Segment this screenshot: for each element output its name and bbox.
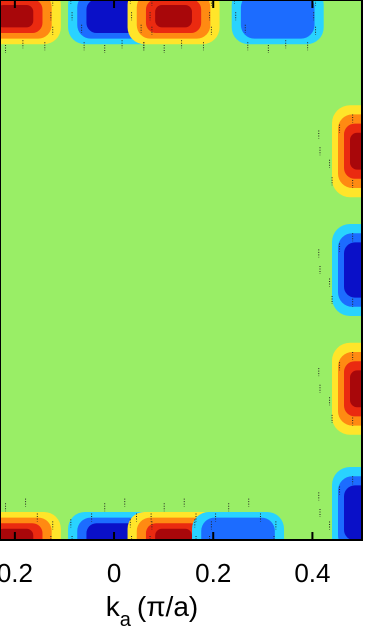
- x-axis-label: ka (π/a): [106, 591, 198, 631]
- x-axis-label-k: k: [106, 591, 121, 622]
- hotspot-band: [201, 517, 275, 540]
- x-axis-label-units: (π/a): [137, 591, 198, 622]
- hotspot-band: [155, 528, 192, 540]
- x-tick-label: 0.2: [0, 558, 33, 588]
- hotspot-6: [332, 342, 362, 435]
- x-tick-label: 0.2: [195, 558, 231, 588]
- hotspot-11: [192, 512, 285, 540]
- hotspot-2: [127, 0, 220, 45]
- hotspot-8: [0, 512, 61, 540]
- plot-area: [0, 0, 362, 540]
- hotspot-4: [332, 105, 362, 198]
- hotspot-5: [332, 224, 362, 316]
- hotspot-band: [0, 5, 34, 28]
- x-axis-tick-labels: 0.2 0 0.2 0.4: [0, 558, 330, 588]
- heatmap-background: [0, 0, 362, 540]
- hotspot-3: [231, 0, 324, 45]
- x-axis-ticks: [13, 0, 314, 540]
- hotspot-0: [0, 0, 61, 45]
- hotspot-layer: [0, 0, 362, 540]
- x-axis-label-subscript: a: [120, 609, 132, 631]
- hotspot-7: [332, 467, 362, 540]
- hotspot-band: [350, 132, 362, 170]
- hotspot-band: [240, 0, 315, 39]
- hotspot-band: [350, 370, 362, 408]
- hotspot-band: [155, 5, 192, 28]
- x-tick-label: 0.4: [294, 558, 330, 588]
- x-tick-label: 0: [107, 558, 121, 588]
- hotspot-band: [344, 242, 362, 298]
- hotspot-band: [344, 485, 362, 540]
- plot-frame: [0, 0, 363, 541]
- hotspot-band: [0, 528, 34, 540]
